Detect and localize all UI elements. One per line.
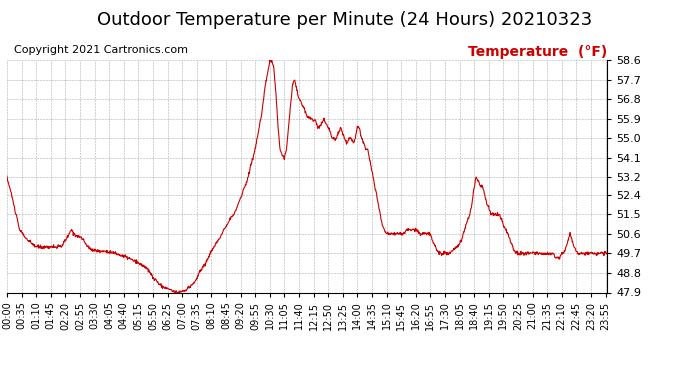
Text: Copyright 2021 Cartronics.com: Copyright 2021 Cartronics.com	[14, 45, 188, 55]
Text: Outdoor Temperature per Minute (24 Hours) 20210323: Outdoor Temperature per Minute (24 Hours…	[97, 11, 593, 29]
Text: Temperature  (°F): Temperature (°F)	[468, 45, 607, 59]
